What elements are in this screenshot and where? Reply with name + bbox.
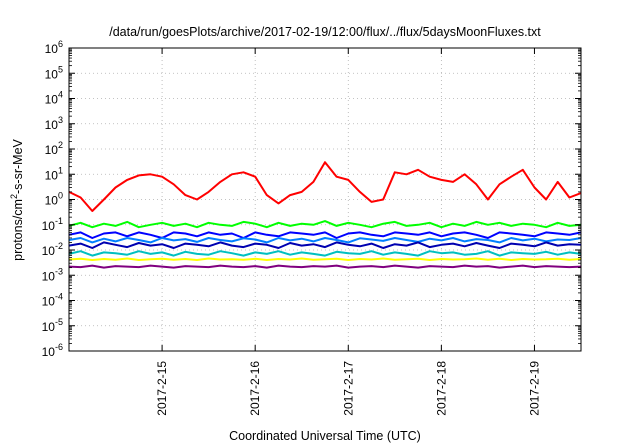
y-tick-base: 10 (42, 269, 56, 283)
y-tick-exponent: 2 (58, 140, 63, 150)
series-line-6 (68, 250, 582, 257)
y-tick-base: 10 (45, 93, 59, 107)
y-tick-base: 10 (45, 67, 59, 81)
x-axis-label: Coordinated Universal Time (UTC) (229, 429, 421, 443)
y-tick-exponent: -3 (55, 266, 63, 276)
y-axis-label-prefix: protons/cm (11, 199, 25, 261)
y-tick-exponent: 6 (58, 39, 63, 49)
y-tick-base: 10 (45, 168, 59, 182)
x-tick-label: 2017-2-15 (155, 361, 169, 416)
y-tick-exponent: 3 (58, 115, 63, 125)
y-axis-label: protons/cm2-s-sr-MeV (9, 138, 25, 260)
y-tick-base: 10 (42, 244, 56, 258)
y-tick-label: 10-4 (42, 292, 63, 309)
x-tick-label: 2017-2-18 (434, 361, 448, 416)
series-lines (68, 161, 582, 269)
series-line-8 (68, 264, 582, 269)
series-line-1 (68, 161, 582, 212)
x-tick-label: 2017-2-16 (248, 361, 262, 416)
x-tick-label: 2017-2-17 (341, 361, 355, 416)
y-tick-base: 10 (42, 320, 56, 334)
y-tick-base: 10 (42, 219, 56, 233)
y-tick-label: 10-3 (42, 266, 63, 283)
y-tick-exponent: -6 (55, 342, 63, 352)
axes: 10-610-510-410-310-210-11001011021031041… (42, 39, 581, 416)
chart-title: /data/run/goesPlots/archive/2017-02-19/1… (109, 25, 541, 39)
y-tick-exponent: 4 (58, 90, 63, 100)
y-tick-label: 10-1 (42, 216, 63, 233)
y-tick-label: 104 (45, 90, 63, 107)
y-tick-exponent: -1 (55, 216, 63, 226)
y-tick-label: 101 (45, 165, 63, 182)
y-tick-base: 10 (45, 143, 59, 157)
y-tick-label: 100 (45, 191, 63, 208)
series-line-3 (68, 231, 582, 239)
y-axis-label-suffix: -s-sr-MeV (11, 138, 25, 194)
y-tick-base: 10 (42, 345, 56, 359)
y-tick-label: 10-6 (42, 342, 63, 359)
series-line-2 (68, 220, 582, 229)
y-tick-label: 10-5 (42, 317, 63, 334)
y-tick-label: 10-2 (42, 241, 63, 258)
series-line-5 (68, 241, 582, 249)
y-tick-label: 102 (45, 140, 63, 157)
y-tick-label: 106 (45, 39, 63, 56)
y-tick-exponent: 1 (58, 165, 63, 175)
x-tick-label: 2017-2-19 (527, 361, 541, 416)
y-tick-label: 103 (45, 115, 63, 132)
y-tick-exponent: -5 (55, 317, 63, 327)
y-tick-base: 10 (45, 42, 59, 56)
y-tick-exponent: 5 (58, 64, 63, 74)
y-tick-exponent: -4 (55, 292, 63, 302)
grid-lines (69, 47, 581, 352)
y-axis-label-sup: 2 (9, 194, 19, 199)
y-tick-base: 10 (45, 118, 59, 132)
y-tick-label: 105 (45, 64, 63, 81)
y-tick-exponent: -2 (55, 241, 63, 251)
y-tick-exponent: 0 (58, 191, 63, 201)
y-tick-base: 10 (45, 194, 59, 208)
series-line-4 (68, 237, 582, 244)
y-tick-base: 10 (42, 295, 56, 309)
series-line-7 (68, 257, 582, 261)
